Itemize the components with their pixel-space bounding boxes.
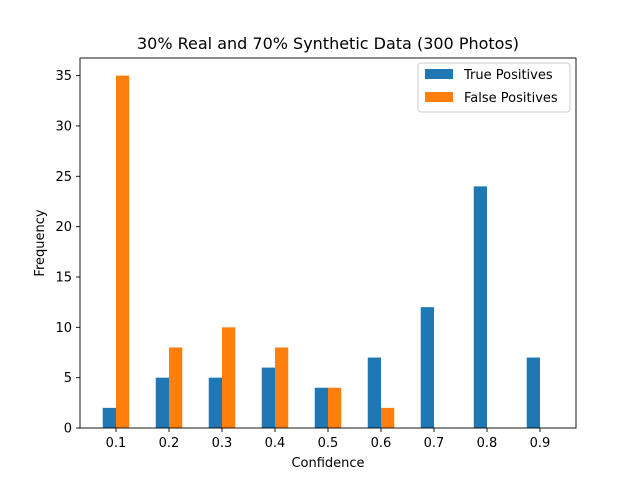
bar-false-positives-0.6 [381,407,395,428]
chart-title: 30% Real and 70% Synthetic Data (300 Pho… [137,34,519,53]
bar-true-positives-0.2 [155,377,169,428]
bar-true-positives-0.5 [314,387,328,428]
y-tick-label: 25 [55,170,72,185]
legend: True Positives False Positives [417,62,571,113]
bar-true-positives-0.3 [208,377,222,428]
bar-true-positives-0.8 [473,186,487,428]
legend-box [417,62,571,113]
y-tick-label: 30 [55,119,72,134]
x-tick-label: 0.2 [159,436,180,451]
x-tick-label: 0.3 [212,436,233,451]
y-axis-label: Frequency [33,209,48,276]
x-axis-label: Confidence [291,456,364,471]
x-tick-label: 0.8 [477,436,498,451]
x-tick-label: 0.7 [424,436,445,451]
bar-true-positives-0.4 [261,367,275,428]
x-tick-label: 0.4 [265,436,286,451]
x-tick-label: 0.9 [530,436,551,451]
bar-true-positives-0.6 [367,357,381,428]
y-tick-label: 0 [64,422,72,437]
plot-frame [79,57,577,429]
x-tick-label: 0.6 [371,436,392,451]
bar-false-positives-0.5 [328,387,342,428]
bar-false-positives-0.2 [169,347,183,428]
bar-false-positives-0.4 [275,347,289,428]
y-tick-label: 10 [55,321,72,336]
bar-false-positives-0.3 [222,327,236,428]
y-tick-label: 15 [55,270,72,285]
bar-true-positives-0.9 [526,357,540,428]
legend-swatch-true-positives [425,69,453,79]
bar-true-positives-0.1 [102,407,116,428]
y-tick-label: 5 [64,371,72,386]
y-tick-label: 20 [55,220,72,235]
bar-false-positives-0.1 [116,75,130,428]
legend-label-false-positives: False Positives [464,91,558,106]
x-tick-label: 0.5 [318,436,339,451]
y-tick-label: 35 [55,69,72,84]
bar-true-positives-0.7 [420,307,434,428]
x-tick-label: 0.1 [106,436,127,451]
legend-label-true-positives: True Positives [463,68,553,83]
legend-swatch-false-positives [425,92,453,102]
bars-layer [102,75,540,428]
y-axis-ticks: 0 5 10 15 20 25 30 35 [55,69,80,437]
x-axis-ticks: 0.1 0.2 0.3 0.4 0.5 0.6 0.7 0.8 0.9 [106,428,551,451]
